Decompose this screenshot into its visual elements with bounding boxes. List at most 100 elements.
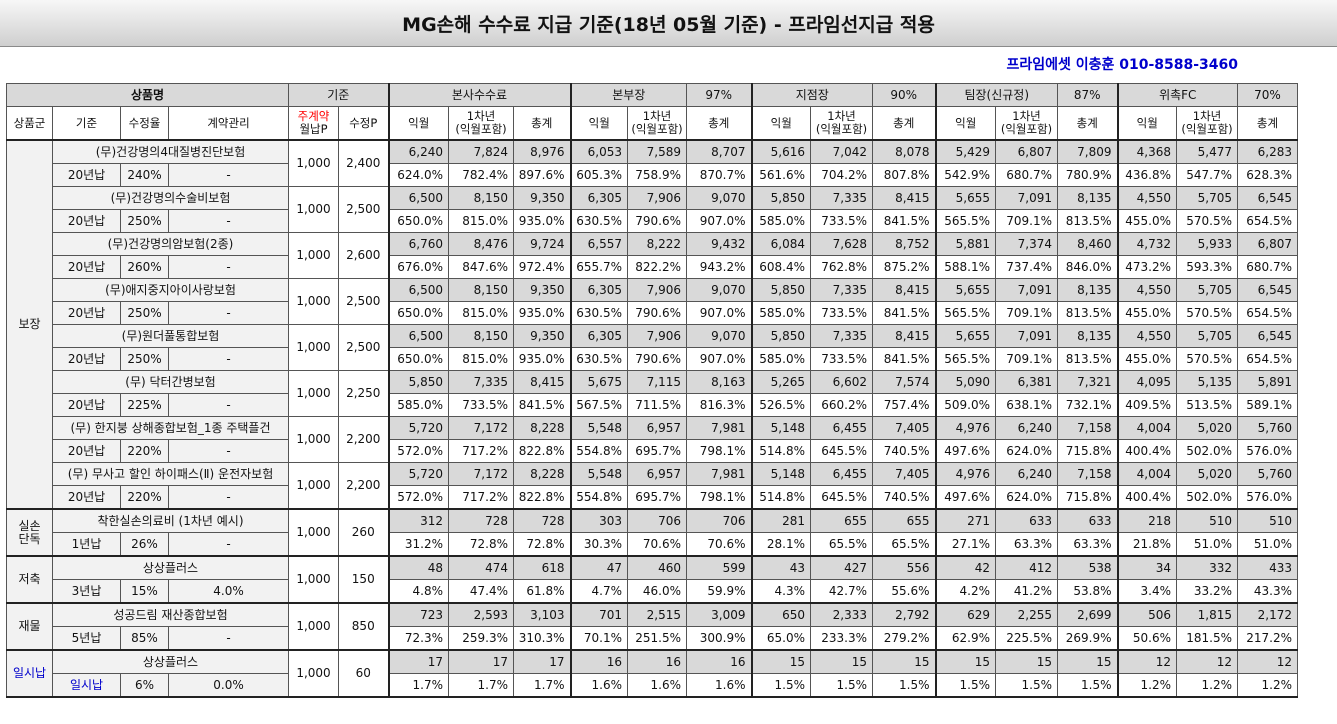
hq-header: 본사수수료 <box>387 83 571 107</box>
commission-value: 5,090 <box>934 370 996 394</box>
commission-rate: 1.5% <box>872 673 936 698</box>
commission-rate: 645.5% <box>810 485 873 510</box>
commission-value: 723 <box>387 602 449 627</box>
monthly-premium: 1,000 <box>288 139 339 187</box>
commission-value: 3,009 <box>686 602 752 627</box>
commission-value: 15 <box>872 649 936 674</box>
commission-rate: 55.6% <box>872 579 936 604</box>
commission-value: 701 <box>569 602 628 627</box>
commission-value: 2,515 <box>627 602 687 627</box>
commission-value: 12 <box>1116 649 1177 674</box>
commission-rate: 654.5% <box>1237 301 1298 325</box>
commission-rate: 251.5% <box>627 626 687 651</box>
col-total: 총계 <box>513 106 571 141</box>
commission-value: 4,550 <box>1116 278 1177 302</box>
commission-value: 17 <box>387 649 449 674</box>
table-row: 저축 상상플러스 1,000 150 48 474 618 47 460 599 43 427 556 4… <box>6 555 1298 604</box>
adjusted-premium: 2,200 <box>338 416 389 463</box>
commission-value: 5,760 <box>1237 416 1298 440</box>
commission-value: 412 <box>995 555 1058 580</box>
commission-value: 6,807 <box>995 139 1058 164</box>
commission-value: 9,350 <box>513 186 571 210</box>
commission-value: 8,163 <box>686 370 752 394</box>
commission-value: 3,103 <box>513 602 571 627</box>
commission-value: 2,255 <box>995 602 1058 627</box>
commission-rate: 660.2% <box>810 393 873 417</box>
commission-value: 5,148 <box>750 462 811 486</box>
commission-rate: 695.7% <box>627 439 687 463</box>
commission-rate: 655.7% <box>569 255 628 279</box>
monthly-premium: 1,000 <box>288 278 339 325</box>
adjusted-premium: 60 <box>338 649 389 698</box>
contract-management: - <box>168 626 289 651</box>
commission-value: 5,720 <box>387 462 449 486</box>
commission-value: 8,135 <box>1057 324 1118 348</box>
commission-rate: 53.8% <box>1057 579 1118 604</box>
commission-rate: 733.5% <box>810 347 873 371</box>
commission-rate: 63.3% <box>1057 532 1118 557</box>
product-name: 착한실손의료비 (1차년 예시) <box>52 508 289 533</box>
commission-rate: 561.6% <box>750 163 811 187</box>
commission-rate: 841.5% <box>872 347 936 371</box>
commission-value: 7,091 <box>995 324 1058 348</box>
commission-rate: 576.0% <box>1237 439 1298 463</box>
commission-rate: 650.0% <box>387 209 449 233</box>
commission-rate: 790.6% <box>627 209 687 233</box>
commission-value: 7,321 <box>1057 370 1118 394</box>
commission-value: 5,933 <box>1176 232 1238 256</box>
commission-rate: 43.3% <box>1237 579 1298 604</box>
commission-rate: 822.2% <box>627 255 687 279</box>
commission-value: 506 <box>1116 602 1177 627</box>
commission-value: 7,809 <box>1057 139 1118 164</box>
table-row: 재물 성공드림 재산종합보험 1,000 850 723 2,593 3,103 701 2,5… <box>6 602 1298 651</box>
commission-value: 7,042 <box>810 139 873 164</box>
commission-rate: 847.6% <box>448 255 514 279</box>
commission-rate: 572.0% <box>387 439 449 463</box>
commission-value: 15 <box>934 649 996 674</box>
commission-value: 6,957 <box>627 416 687 440</box>
commission-rate: 846.0% <box>1057 255 1118 279</box>
commission-value: 7,906 <box>627 186 687 210</box>
commission-rate: 70.6% <box>686 532 752 557</box>
adjust-rate: 6% <box>120 673 169 698</box>
bonbu-pct: 97% <box>686 83 752 107</box>
commission-rate: 807.8% <box>872 163 936 187</box>
table-row: 20년납 260% - 676.0% 847.6% 972.4% 655.7% 822.2% 9… <box>7 255 1298 279</box>
commission-value: 6,557 <box>569 232 628 256</box>
product-group-label: 보장 <box>6 139 53 510</box>
commission-value: 271 <box>934 508 996 533</box>
col-y1-a: 1차년 <box>466 109 496 123</box>
commission-value: 7,091 <box>995 278 1058 302</box>
commission-rate: 70.1% <box>569 626 628 651</box>
commission-value: 460 <box>627 555 687 580</box>
commission-rate: 608.4% <box>750 255 811 279</box>
commission-rate: 1.7% <box>513 673 571 698</box>
table-row: 일시납 6% 0.0% 1.7% 1.7% 1.7% 1.6% 1.6% 1.6% 1.5% 1.5… <box>7 673 1298 698</box>
commission-rate: 733.5% <box>810 301 873 325</box>
table-row: 20년납 250% - 650.0% 815.0% 935.0% 630.5% 790.6% 9… <box>7 347 1298 371</box>
col-ikwol: 익월 <box>1116 106 1177 141</box>
commission-rate: 217.2% <box>1237 626 1298 651</box>
adjusted-premium: 2,500 <box>338 186 389 233</box>
commission-value: 6,305 <box>569 278 628 302</box>
table-row: (무)건강명의암보험(2종) 1,000 2,600 6,760 8,476 9,724 6… <box>7 232 1298 279</box>
commission-value: 34 <box>1116 555 1177 580</box>
monthly-premium: 1,000 <box>288 232 339 279</box>
commission-rate: 565.5% <box>934 301 996 325</box>
table-row: (무)애지중지아이사랑보험 1,000 2,500 6,500 8,150 9,350 6,… <box>7 278 1298 325</box>
commission-rate: 813.5% <box>1057 347 1118 371</box>
adjusted-premium: 260 <box>338 508 389 557</box>
commission-value: 281 <box>750 508 811 533</box>
commission-value: 16 <box>627 649 687 674</box>
commission-value: 5,429 <box>934 139 996 164</box>
adjusted-premium: 2,600 <box>338 232 389 279</box>
commission-rate: 704.2% <box>810 163 873 187</box>
commission-rate: 63.3% <box>995 532 1058 557</box>
commission-rate: 65.5% <box>810 532 873 557</box>
commission-value: 728 <box>448 508 514 533</box>
commission-value: 6,545 <box>1237 186 1298 210</box>
commission-value: 8,228 <box>513 462 571 486</box>
commission-value: 6,240 <box>387 139 449 164</box>
table-row: 20년납 240% -624.0% 782.4% 897.6% 605.3% 758.9% 8… <box>7 163 1298 187</box>
contract-management: - <box>168 485 289 510</box>
